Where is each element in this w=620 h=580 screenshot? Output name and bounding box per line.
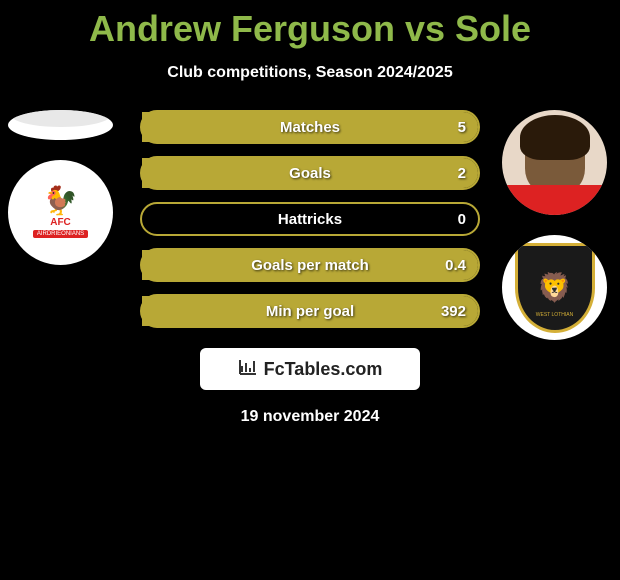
comparison-content: 🐓 AFC AIRDRIEONIANS 🦁 WEST LOTHIAN Match…	[0, 110, 620, 426]
stat-value-right: 5	[458, 119, 466, 136]
stat-value-right: 2	[458, 165, 466, 182]
source-badge: FcTables.com	[200, 348, 420, 390]
stat-label: Goals	[289, 165, 331, 182]
club-left-abbrev: AFC	[50, 217, 71, 228]
comparison-title: Andrew Ferguson vs Sole	[0, 0, 620, 50]
chart-icon	[238, 358, 258, 381]
club-right-banner: WEST LOTHIAN	[536, 312, 573, 318]
source-label: FcTables.com	[264, 359, 383, 380]
lion-icon: 🦁	[537, 271, 572, 304]
club-left-badge: 🐓 AFC AIRDRIEONIANS	[8, 160, 113, 265]
left-entity-column: 🐓 AFC AIRDRIEONIANS	[8, 110, 118, 285]
player-shirt-shape	[502, 185, 607, 215]
stat-row: Min per goal 392	[140, 294, 480, 328]
stat-label: Min per goal	[266, 303, 354, 320]
stat-row: Hattricks 0	[140, 202, 480, 236]
stat-label: Hattricks	[278, 211, 342, 228]
club-right-badge: 🦁 WEST LOTHIAN	[502, 235, 607, 340]
club-left-crest: 🐓 AFC AIRDRIEONIANS	[18, 170, 103, 255]
player-head-shape	[525, 123, 585, 193]
club-left-name: AIRDRIEONIANS	[33, 230, 88, 238]
player-left-avatar-shape	[11, 110, 111, 127]
stat-rows-container: Matches 5 Goals 2 Hattricks 0 Goals per match 0…	[140, 110, 480, 328]
stat-value-right: 0	[458, 211, 466, 228]
rooster-icon: 🐓	[43, 187, 78, 215]
right-entity-column: 🦁 WEST LOTHIAN	[502, 110, 612, 360]
stat-value-right: 0.4	[445, 257, 466, 274]
comparison-subtitle: Club competitions, Season 2024/2025	[0, 64, 620, 82]
stat-label: Goals per match	[251, 257, 369, 274]
club-right-crest: 🦁 WEST LOTHIAN	[515, 243, 595, 333]
stat-row: Matches 5	[140, 110, 480, 144]
player-right-avatar	[502, 110, 607, 215]
comparison-date: 19 november 2024	[0, 408, 620, 426]
player-hair-shape	[520, 115, 590, 160]
player-left-avatar	[8, 110, 113, 140]
stat-value-right: 392	[441, 303, 466, 320]
stat-row: Goals per match 0.4	[140, 248, 480, 282]
stat-row: Goals 2	[140, 156, 480, 190]
stat-label: Matches	[280, 119, 340, 136]
